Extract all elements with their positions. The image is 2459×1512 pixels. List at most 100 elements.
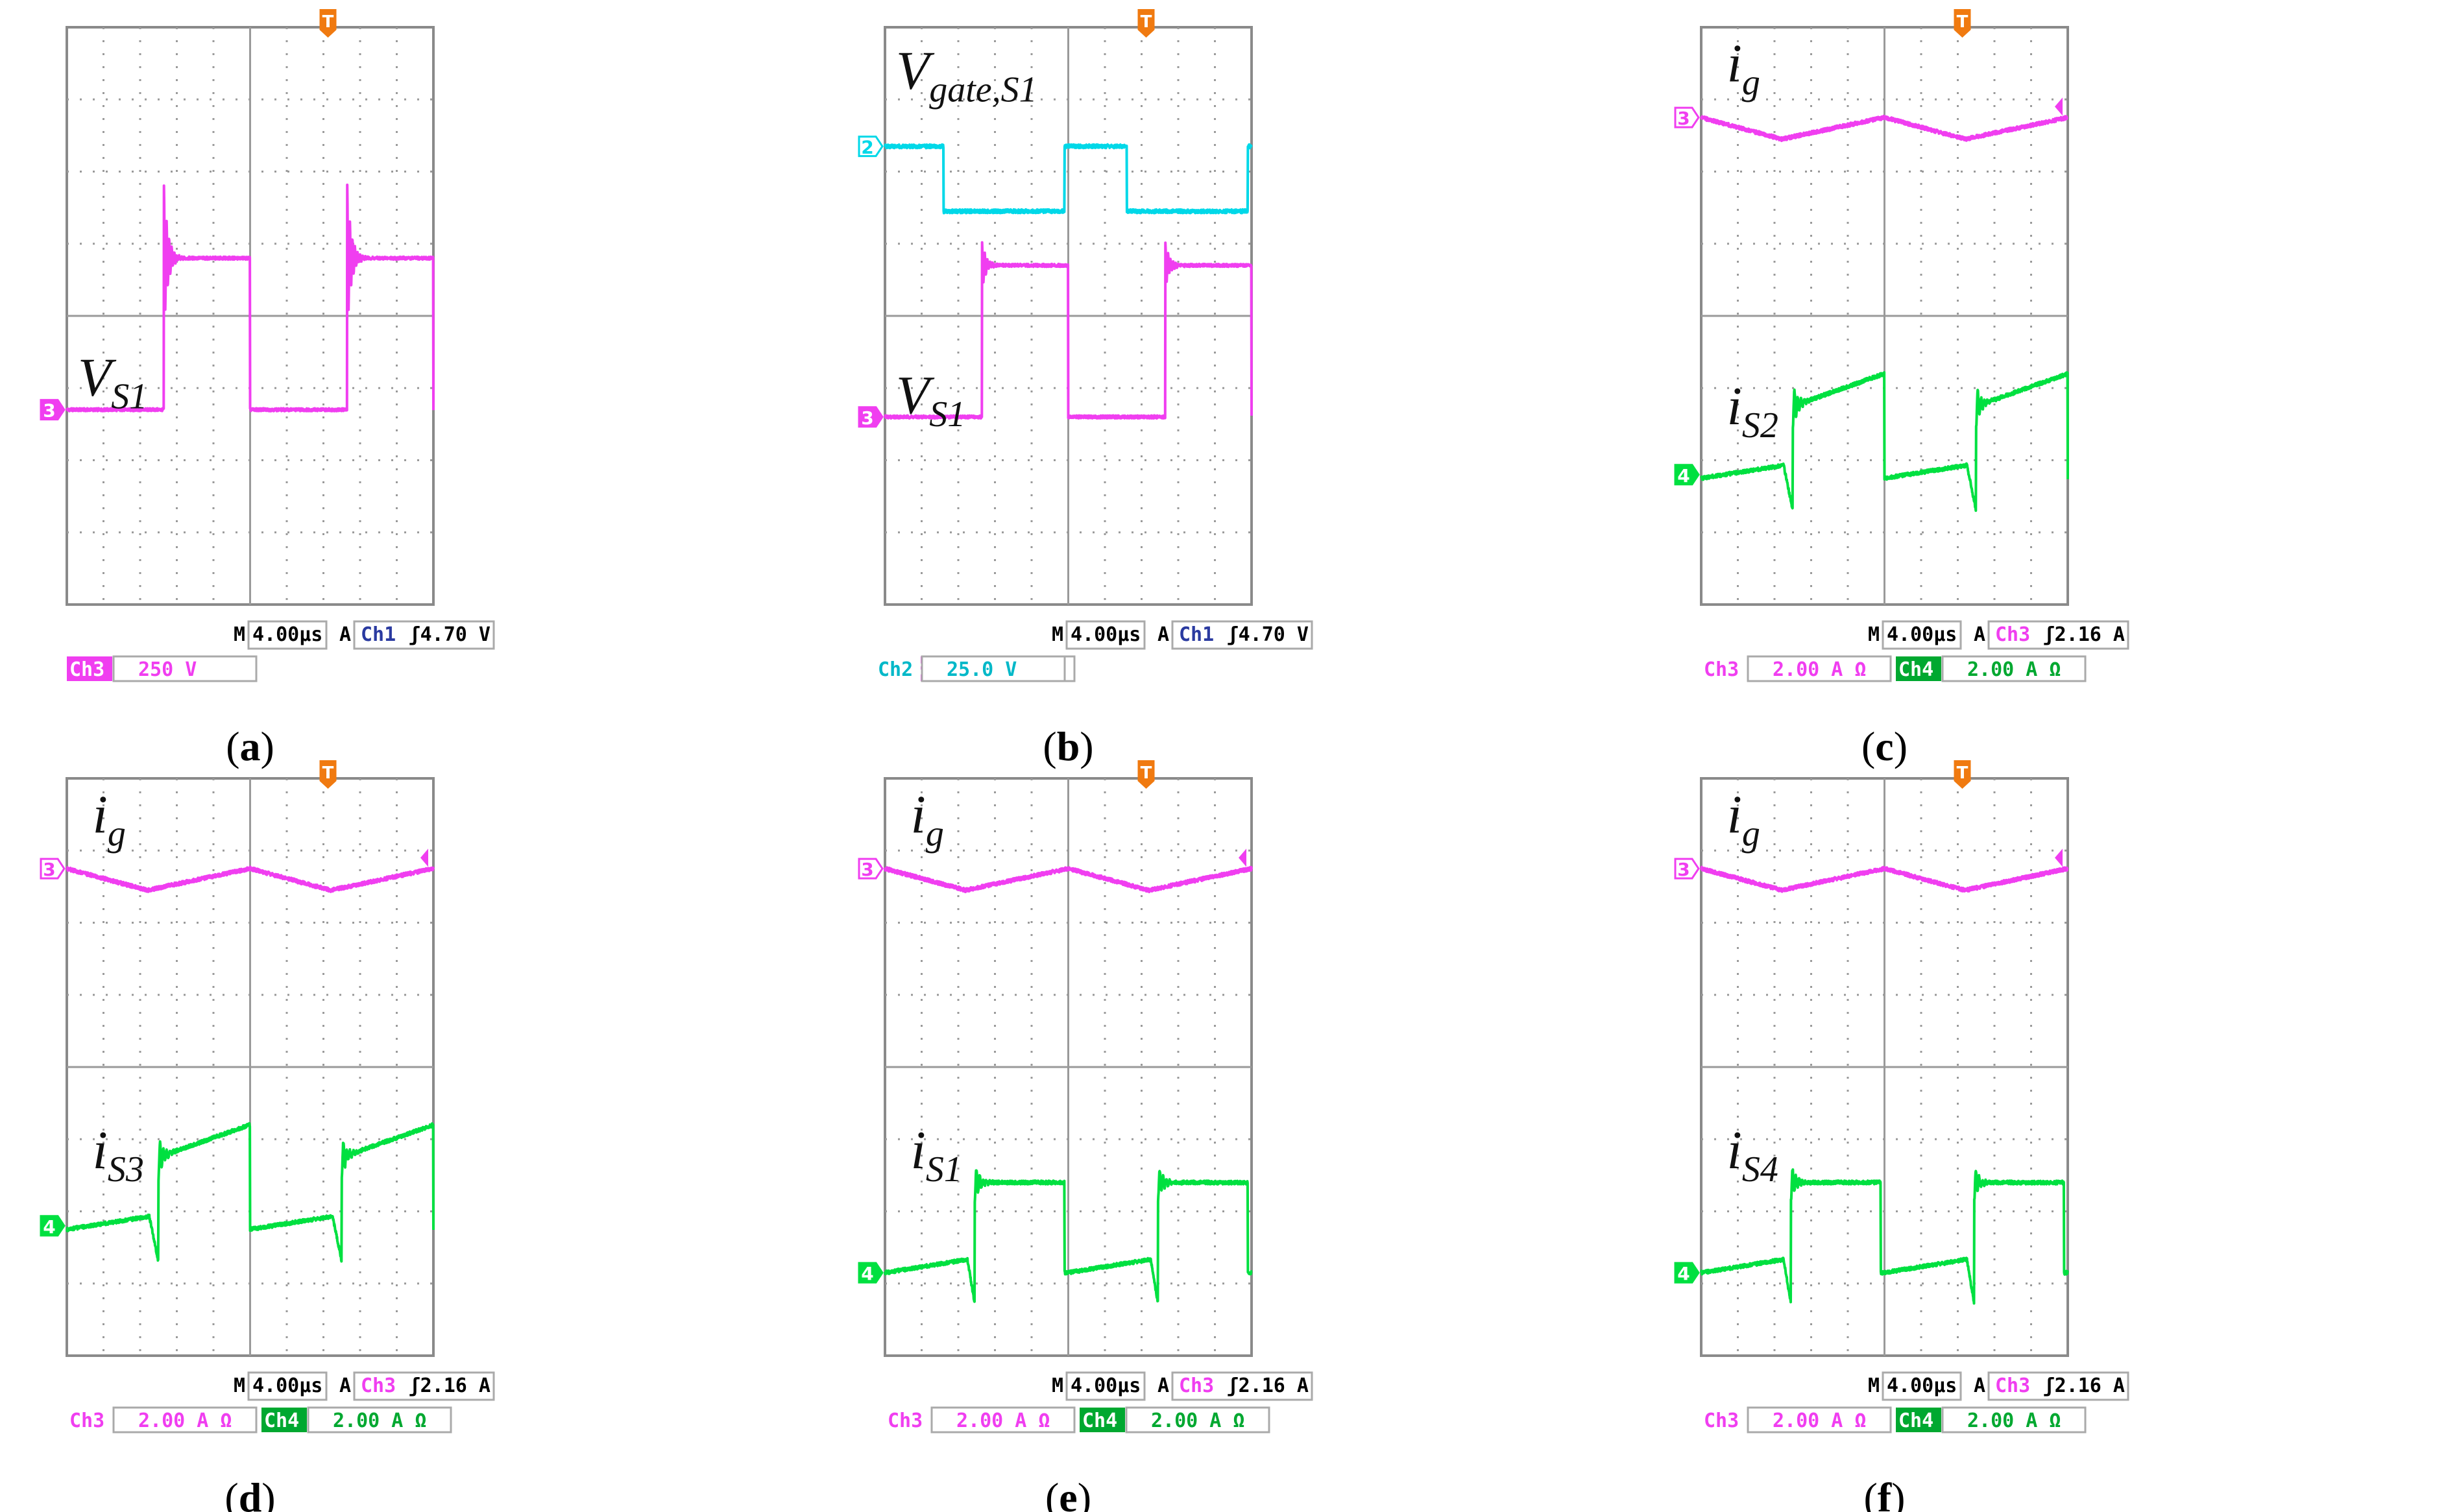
signal-label-base: i (1727, 33, 1742, 93)
channel-tag-ch4: Ch4 (264, 1410, 299, 1432)
channel-scale-ch2: 25.0 V (947, 658, 1017, 681)
channel-scale-box (307, 1406, 452, 1434)
readout-trigger-level: 2.16 A (2055, 623, 2125, 646)
readout-trigger-level: 2.16 A (1239, 1374, 1309, 1397)
panel-a: 3 VS1 T M 4.00µs A Ch1 ʃ 4.70 V Ch3 250 V (a) (40, 9, 495, 769)
channel-scale-ch3: 250 V (138, 658, 197, 681)
channel-tag-ch3: Ch3 (69, 658, 104, 681)
readout-timebase: 4.00µs (252, 623, 322, 646)
channel-tag-ch2: Ch2 (878, 658, 913, 681)
channel-3-marker: 3 (1674, 106, 1700, 129)
marker-shape (40, 858, 66, 880)
readout-trigger-level: 2.16 A (420, 1374, 491, 1397)
trigger-box (353, 1371, 495, 1401)
channel-scale-ch4: 2.00 A Ω (1151, 1410, 1245, 1432)
readout-timebase: 4.00µs (1887, 623, 1957, 646)
signal-label-base: i (93, 784, 108, 845)
marker-number: 3 (861, 859, 873, 880)
readout-slope: ʃ (1227, 623, 1239, 646)
trigger-letter: T (1141, 763, 1152, 783)
trigger-icon (319, 9, 337, 38)
trigger-marker: T (1954, 760, 1971, 789)
trigger-marker: T (1137, 760, 1155, 789)
readout-slope: ʃ (2043, 623, 2055, 646)
readout-trigger-channel: Ch1 (1179, 623, 1214, 646)
channel-scale-box (930, 1406, 1076, 1434)
trace-ch3 (66, 184, 435, 413)
channel-tag-bg (1701, 1408, 1747, 1432)
trigger-box (1171, 620, 1313, 650)
channel-scale-box (112, 1406, 258, 1434)
readout-m: M (1868, 1374, 1880, 1397)
channel-scale-box (1747, 655, 1892, 682)
readout-m: M (1052, 1374, 1063, 1397)
readout-timebase: 4.00µs (1071, 1374, 1141, 1397)
readout-slope: ʃ (1227, 1374, 1239, 1397)
caption-letter: d (239, 1474, 262, 1512)
channel-scale-ch3: 2.00 A Ω (138, 1410, 232, 1432)
trace-ch4 (1700, 1168, 2069, 1305)
channel-3-marker: 3 (40, 858, 66, 880)
signal-label-3: VS1 (78, 347, 147, 416)
panel-caption: (b) (1043, 723, 1093, 769)
signal-label-4: iS3 (93, 1120, 144, 1190)
marker-number: 3 (861, 407, 873, 429)
marker-number: 4 (1677, 465, 1690, 486)
channel-scale-ch4: 2.00 A Ω (333, 1410, 427, 1432)
timebase-box (1882, 620, 1962, 650)
channel-2-marker: 2 (858, 136, 884, 158)
signal-label-3: ig (1727, 784, 1760, 854)
channel-tag-bg (67, 656, 112, 681)
timebase-box (1065, 620, 1146, 650)
readout-a: A (1974, 1374, 1985, 1397)
trace-ch2 (884, 143, 1253, 215)
caption-close: ) (1894, 723, 1908, 769)
timebase-box (247, 1371, 328, 1401)
channel-scale-ch4: 2.00 A Ω (1967, 1410, 2061, 1432)
panel-caption: (e) (1045, 1474, 1091, 1512)
marker-shape (858, 136, 884, 158)
readout-a: A (339, 623, 351, 646)
trigger-letter: T (322, 763, 334, 783)
trace-ch3 (1700, 114, 2069, 143)
readout-timebase: 4.00µs (1071, 623, 1141, 646)
trigger-marker: T (319, 760, 337, 789)
trigger-level-arrow (420, 848, 428, 867)
trigger-box (1987, 1371, 2129, 1401)
panel-caption: (a) (226, 723, 274, 769)
caption-letter: e (1059, 1474, 1077, 1512)
timebase-box (247, 620, 328, 650)
marker-number: 4 (861, 1263, 873, 1284)
signal-label-base: V (78, 347, 117, 407)
signal-label-3: ig (1727, 33, 1760, 102)
channel-4-marker: 4 (1674, 1262, 1700, 1284)
trigger-marker: T (1137, 9, 1155, 38)
signal-label-subscript: g (1742, 62, 1760, 102)
signal-label-3: VS1 (896, 365, 965, 435)
caption-open: ( (224, 1474, 238, 1512)
trigger-letter: T (1957, 12, 1968, 32)
signal-label-4: iS4 (1727, 1120, 1778, 1190)
readout-trigger-channel: Ch3 (1995, 1374, 2030, 1397)
channel-tag-bg (1080, 1408, 1125, 1432)
trigger-level-arrow (2055, 97, 2063, 116)
panel-caption: (c) (1861, 723, 1908, 769)
readout-m: M (1868, 623, 1880, 646)
signal-label-base: i (911, 1120, 926, 1181)
signal-label-4: iS2 (1727, 376, 1778, 446)
channel-scale-ch3: 2.00 A Ω (1773, 658, 1867, 681)
channel-tag-ch3: Ch3 (1704, 658, 1739, 681)
trigger-box (353, 620, 495, 650)
marker-shape (858, 858, 884, 880)
channel-4-marker: 4 (1674, 464, 1700, 486)
channel-tag-ch3: Ch3 (1704, 1410, 1739, 1432)
marker-shape (40, 1215, 66, 1237)
signal-label-subscript: g (108, 813, 126, 854)
trace-ch3 (884, 865, 1253, 894)
marker-shape (1674, 464, 1700, 486)
trigger-box (1987, 620, 2129, 650)
marker-number: 3 (1677, 859, 1690, 880)
signal-label-base: V (896, 365, 935, 426)
